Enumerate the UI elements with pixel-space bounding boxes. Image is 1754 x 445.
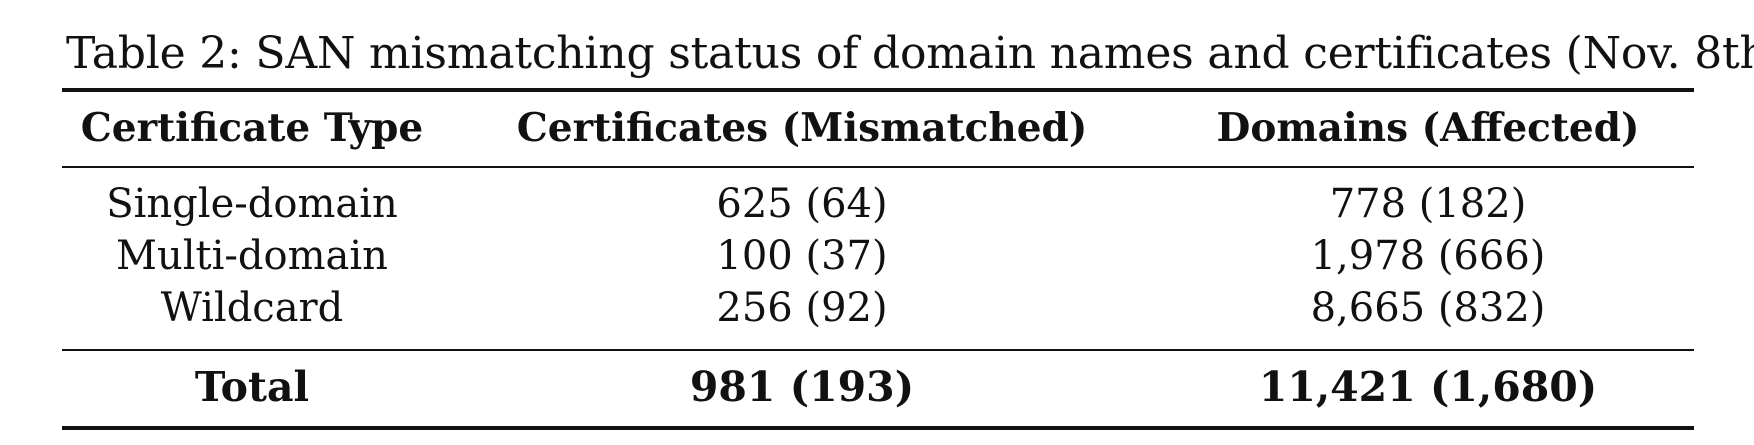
cell-certificates: 100 (37) bbox=[716, 233, 888, 279]
table-bottom-rule bbox=[62, 426, 1694, 430]
table-top-rule bbox=[62, 88, 1694, 92]
total-domains: 11,421 (1,680) bbox=[1258, 363, 1598, 411]
cell-certificates: 256 (92) bbox=[716, 285, 888, 331]
cell-domains: 1,978 (666) bbox=[1310, 233, 1546, 279]
table-caption: Table 2: SAN mismatching status of domai… bbox=[66, 28, 1754, 79]
cell-domains: 778 (182) bbox=[1329, 181, 1527, 227]
table-header-row: Certificate Type Certificates (Mismatche… bbox=[62, 102, 1694, 154]
table-row: Single-domain 625 (64) 778 (182) bbox=[62, 178, 1694, 230]
table-header-rule bbox=[62, 166, 1694, 168]
header-certificate-type: Certificate Type bbox=[80, 105, 424, 151]
header-domains-affected: Domains (Affected) bbox=[1216, 105, 1640, 151]
total-certificates: 981 (193) bbox=[689, 363, 915, 411]
table-total-row: Total 981 (193) 11,421 (1,680) bbox=[62, 361, 1694, 413]
cell-domains: 8,665 (832) bbox=[1310, 285, 1546, 331]
table-total-rule bbox=[62, 349, 1694, 351]
total-label: Total bbox=[194, 363, 310, 411]
cell-certificate-type: Wildcard bbox=[160, 285, 344, 331]
cell-certificate-type: Multi-domain bbox=[116, 233, 388, 279]
table-row: Wildcard 256 (92) 8,665 (832) bbox=[62, 282, 1694, 334]
header-certificates-mismatched: Certificates (Mismatched) bbox=[516, 105, 1088, 151]
cell-certificates: 625 (64) bbox=[716, 181, 888, 227]
table-row: Multi-domain 100 (37) 1,978 (666) bbox=[62, 230, 1694, 282]
cell-certificate-type: Single-domain bbox=[106, 181, 398, 227]
